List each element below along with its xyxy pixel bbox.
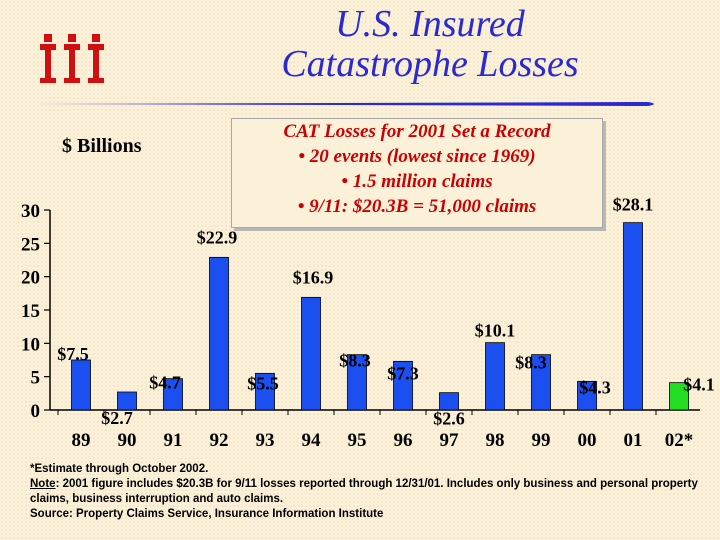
note-label: Note [30, 478, 56, 490]
callout-line-3: • 9/11: $20.3B = 51,000 claims [297, 196, 537, 217]
data-label: $7.3 [387, 363, 419, 383]
y-tick-label: 20 [21, 268, 40, 289]
bar-chart: 0 5 10 15 20 25 30 89 90 91 92 93 94 95 96 97 98 99 00 01 02… [21, 195, 715, 451]
x-tick-label: 99 [532, 430, 551, 451]
x-tick-label: 95 [348, 430, 367, 451]
y-tick-label: 5 [31, 368, 41, 389]
x-tick-label: 96 [394, 430, 413, 451]
x-tick-label: 97 [440, 430, 460, 451]
footnotes: *Estimate through October 2002. Note: 20… [30, 462, 710, 522]
y-tick-label: 10 [21, 334, 40, 355]
iii-logo [40, 34, 104, 83]
x-tick-label: 92 [210, 430, 229, 451]
x-tick-label: 98 [486, 430, 505, 451]
callout-box: CAT Losses for 2001 Set a Record • 20 ev… [231, 118, 603, 228]
bar-91 [163, 378, 183, 411]
bar-92 [209, 256, 229, 411]
bar-89 [71, 359, 91, 411]
data-label: $10.1 [475, 321, 516, 341]
data-label: $16.9 [293, 267, 334, 287]
y-tick-label: 0 [31, 401, 41, 422]
note-text: : 2001 figure includes $20.3B for 9/11 l… [30, 478, 698, 505]
bar-96 [393, 360, 413, 411]
footnote-estimate: *Estimate through October 2002. [30, 463, 209, 475]
data-label: $28.1 [613, 195, 654, 215]
data-label: $4.3 [579, 377, 611, 397]
units-label: $ Billions [62, 135, 142, 157]
x-tick-label: 91 [164, 430, 183, 451]
bar-94 [301, 296, 321, 411]
title-line-1: U.S. Insured [335, 3, 525, 45]
callout-heading: CAT Losses for 2001 Set a Record [283, 121, 551, 142]
data-label: $7.5 [57, 344, 89, 364]
x-tick-label: 94 [302, 430, 322, 451]
footnote-source: Source: Property Claims Service, Insuran… [30, 508, 384, 520]
x-tick-label: 89 [72, 430, 91, 451]
title-line-2: Catastrophe Losses [281, 43, 579, 85]
data-label: $4.7 [149, 373, 181, 393]
data-label: $4.1 [683, 375, 715, 395]
y-tick-label: 25 [21, 234, 40, 255]
y-tick-label: 30 [21, 201, 40, 222]
bar-98 [485, 342, 505, 411]
data-label: $8.3 [339, 351, 371, 371]
x-tick-label: 01 [624, 430, 643, 451]
data-label: $8.3 [515, 353, 547, 373]
x-tick-label: 90 [118, 430, 137, 451]
page-title: U.S. Insured Catastrophe Losses [150, 4, 710, 84]
bar-02* [669, 382, 689, 411]
bar-90 [117, 391, 137, 411]
callout-line-2: • 1.5 million claims [341, 171, 493, 192]
bar-00 [577, 380, 597, 411]
bar-99 [531, 354, 551, 411]
y-tick-label: 15 [21, 301, 40, 322]
x-tick-label: 93 [256, 430, 275, 451]
data-label: $2.6 [433, 409, 465, 429]
bar-01 [623, 222, 643, 411]
x-tick-label: 00 [578, 430, 597, 451]
title-divider [36, 102, 654, 106]
footnote-note: Note: 2001 figure includes $20.3B for 9/… [30, 477, 710, 507]
data-label: $2.7 [101, 408, 133, 428]
data-label: $22.9 [197, 227, 238, 247]
bar-95 [347, 354, 367, 411]
bar-97 [439, 392, 459, 411]
bar-93 [255, 372, 275, 411]
x-tick-label: 02* [665, 430, 694, 451]
data-label: $5.5 [247, 373, 279, 393]
callout-line-1: • 20 events (lowest since 1969) [298, 146, 536, 167]
